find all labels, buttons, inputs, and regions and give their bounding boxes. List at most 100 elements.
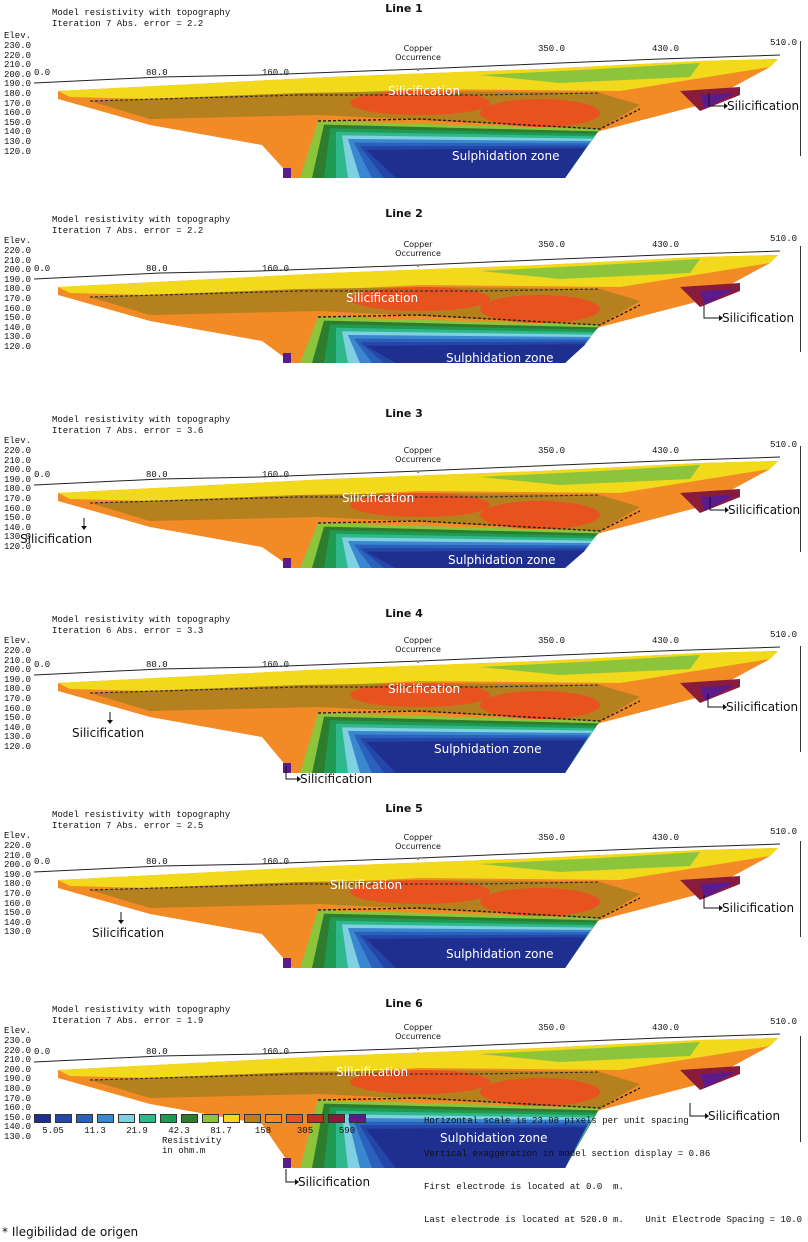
y-tick-label: 200.0 [4, 860, 32, 871]
resistivity-section [33, 646, 781, 782]
header-line: Iteration 7 Abs. error = 1.9 [52, 1016, 204, 1026]
panel-header: Model resistivity with topography Iterati… [52, 8, 230, 30]
y-tick-label: 130.0 [4, 927, 32, 938]
panel-title: Line 5 [385, 802, 423, 815]
header-line: Iteration 6 Abs. error = 3.3 [52, 626, 204, 636]
y-tick-label: 200.0 [4, 1064, 32, 1075]
panel-header: Model resistivity with topography Iterati… [52, 810, 230, 832]
legend-swatch [55, 1114, 72, 1123]
copper-occurrence-label: Copper Occurrence [395, 240, 441, 258]
x-tick-label: 160.0 [262, 857, 290, 867]
header-line: Model resistivity with topography [52, 415, 231, 425]
section-panel: Line 6 Model resistivity with topography I… [0, 995, 808, 1190]
y-tick-label: 150.0 [4, 513, 32, 524]
panel-header: Model resistivity with topography Iterati… [52, 415, 230, 437]
y-tick-label: 190.0 [4, 869, 32, 880]
sulphidation-zone-label: Sulphidation zone [446, 947, 554, 961]
x-tick-label: 430.0 [652, 44, 680, 54]
right-axis [800, 446, 801, 552]
legend-value: 5.05 [42, 1126, 64, 1136]
footnote: * Ilegibilidad de origen [2, 1225, 139, 1239]
y-tick-label: 120.0 [4, 146, 32, 157]
section-panel: Line 4 Model resistivity with topography I… [0, 605, 808, 795]
y-tick-label: 210.0 [4, 60, 32, 71]
x-tick-label: 430.0 [652, 240, 680, 250]
silicification-label: Silicification [708, 1109, 781, 1123]
copper-occurrence-label: Copper Occurrence [395, 44, 441, 62]
x-tick-label: 510.0 [770, 440, 798, 450]
y-tick-label: 160.0 [4, 1103, 32, 1114]
header-line: Model resistivity with topography [52, 1005, 231, 1015]
x-tick-label: 160.0 [262, 1047, 290, 1057]
silicification-label: Silicification [346, 291, 419, 305]
y-tick-label: 190.0 [4, 474, 32, 485]
x-tick-label: 80.0 [146, 857, 168, 867]
y-tick-label: 190.0 [4, 274, 32, 285]
x-tick-label: 80.0 [146, 660, 168, 670]
silicification-label: Silicification [20, 532, 93, 546]
x-tick-label: 160.0 [262, 264, 290, 274]
y-tick-label: 170.0 [4, 694, 32, 704]
y-tick-label: 140.0 [4, 322, 32, 333]
y-tick-label: 210.0 [4, 655, 32, 666]
section-panel: Line 5 Model resistivity with topography I… [0, 800, 808, 990]
header-line: Iteration 7 Abs. error = 2.2 [52, 19, 204, 29]
sulphidation-zone-label: Sulphidation zone [434, 742, 542, 756]
panel-title: Line 1 [385, 2, 423, 15]
y-tick-label: 180.0 [4, 89, 32, 99]
y-tick-label: 200.0 [4, 665, 32, 676]
y-tick-label: 120.0 [4, 342, 32, 352]
x-tick-label: 430.0 [652, 636, 680, 646]
silicification-label: Silicification [92, 926, 165, 940]
y-tick-label: 160.0 [4, 503, 32, 514]
legend-value: 81.7 [210, 1126, 232, 1136]
y-tick-label: 170.0 [4, 294, 32, 304]
x-tick-label: 0.0 [34, 1047, 51, 1057]
y-tick-label: 160.0 [4, 898, 32, 909]
x-tick-label: 160.0 [262, 660, 290, 670]
elev-label: Elev. [4, 31, 32, 41]
legend-swatch [244, 1114, 261, 1123]
y-tick-label: 150.0 [4, 713, 32, 724]
y-tick-label: 170.0 [4, 98, 32, 109]
info-line: First electrode is located at 0.0 m. [424, 1182, 624, 1192]
silicification-label: Silicification [726, 700, 799, 714]
info-line: Horizontal scale is 23.08 pixels per uni… [424, 1116, 689, 1126]
panel-header: Model resistivity with topography Iterati… [52, 215, 230, 237]
x-tick-label: 0.0 [34, 660, 51, 670]
x-tick-label: 350.0 [538, 44, 566, 54]
x-tick-label: 160.0 [262, 68, 290, 78]
y-tick-label: 180.0 [4, 484, 32, 495]
y-tick-label: 130.0 [4, 137, 32, 147]
x-tick-label: 430.0 [652, 833, 680, 843]
x-tick-label: 80.0 [146, 264, 168, 274]
silicification-label: Silicification [388, 682, 461, 696]
legend-swatch [223, 1114, 240, 1123]
x-tick-label: 0.0 [34, 857, 51, 867]
y-tick-label: 220.0 [4, 1045, 32, 1056]
y-tick-label: 160.0 [4, 108, 32, 119]
panel-title: Line 3 [385, 407, 423, 420]
y-tick-label: 220.0 [4, 646, 32, 656]
panel-title: Line 4 [385, 607, 423, 620]
y-tick-label: 160.0 [4, 303, 32, 314]
legend-value: 158 [254, 1126, 272, 1136]
x-tick-label: 0.0 [34, 264, 51, 274]
sulphidation-zone-label: Sulphidation zone [452, 149, 560, 163]
silicification-label: Silicification [342, 491, 415, 505]
y-tick-label: 210.0 [4, 455, 32, 466]
y-tick-label: 120.0 [4, 742, 32, 752]
y-tick-label: 130.0 [4, 532, 32, 543]
legend-swatch [349, 1114, 366, 1123]
x-tick-label: 430.0 [652, 446, 680, 456]
y-tick-label: 120.0 [4, 542, 32, 552]
y-tick-label: 180.0 [4, 684, 32, 695]
x-tick-label: 350.0 [538, 446, 566, 456]
y-tick-label: 140.0 [4, 917, 32, 928]
y-tick-label: 190.0 [4, 79, 32, 90]
y-tick-label: 220.0 [4, 841, 32, 851]
resistivity-section [33, 250, 781, 363]
y-tick-label: 150.0 [4, 117, 32, 128]
header-line: Model resistivity with topography [52, 615, 231, 625]
panel-header: Model resistivity with topography Iterati… [52, 1005, 230, 1027]
